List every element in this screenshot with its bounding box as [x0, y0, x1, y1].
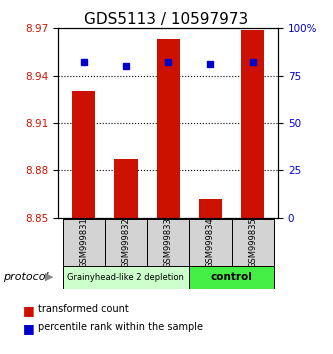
- Bar: [72, 91, 95, 218]
- Text: control: control: [211, 272, 252, 282]
- Bar: [231, 219, 274, 266]
- Bar: [199, 199, 222, 218]
- Bar: [147, 219, 189, 266]
- Bar: [189, 219, 231, 266]
- Text: ▶: ▶: [45, 272, 54, 282]
- Bar: [241, 30, 264, 218]
- Text: GDS5113 / 10597973: GDS5113 / 10597973: [84, 12, 249, 27]
- Bar: [105, 219, 147, 266]
- Text: protocol: protocol: [3, 272, 49, 282]
- Text: ■: ■: [23, 304, 35, 318]
- Text: ■: ■: [23, 322, 35, 335]
- Bar: [63, 219, 105, 266]
- Text: GSM999834: GSM999834: [206, 217, 215, 268]
- Text: GSM999835: GSM999835: [248, 217, 257, 268]
- Text: GSM999832: GSM999832: [122, 217, 131, 268]
- Bar: [189, 266, 274, 289]
- Text: GSM999831: GSM999831: [79, 217, 88, 268]
- Text: GSM999833: GSM999833: [164, 217, 173, 268]
- Bar: [114, 159, 138, 218]
- Text: Grainyhead-like 2 depletion: Grainyhead-like 2 depletion: [68, 273, 184, 281]
- Text: transformed count: transformed count: [38, 304, 129, 314]
- Bar: [63, 266, 189, 289]
- Bar: [157, 39, 180, 218]
- Text: percentile rank within the sample: percentile rank within the sample: [38, 322, 203, 332]
